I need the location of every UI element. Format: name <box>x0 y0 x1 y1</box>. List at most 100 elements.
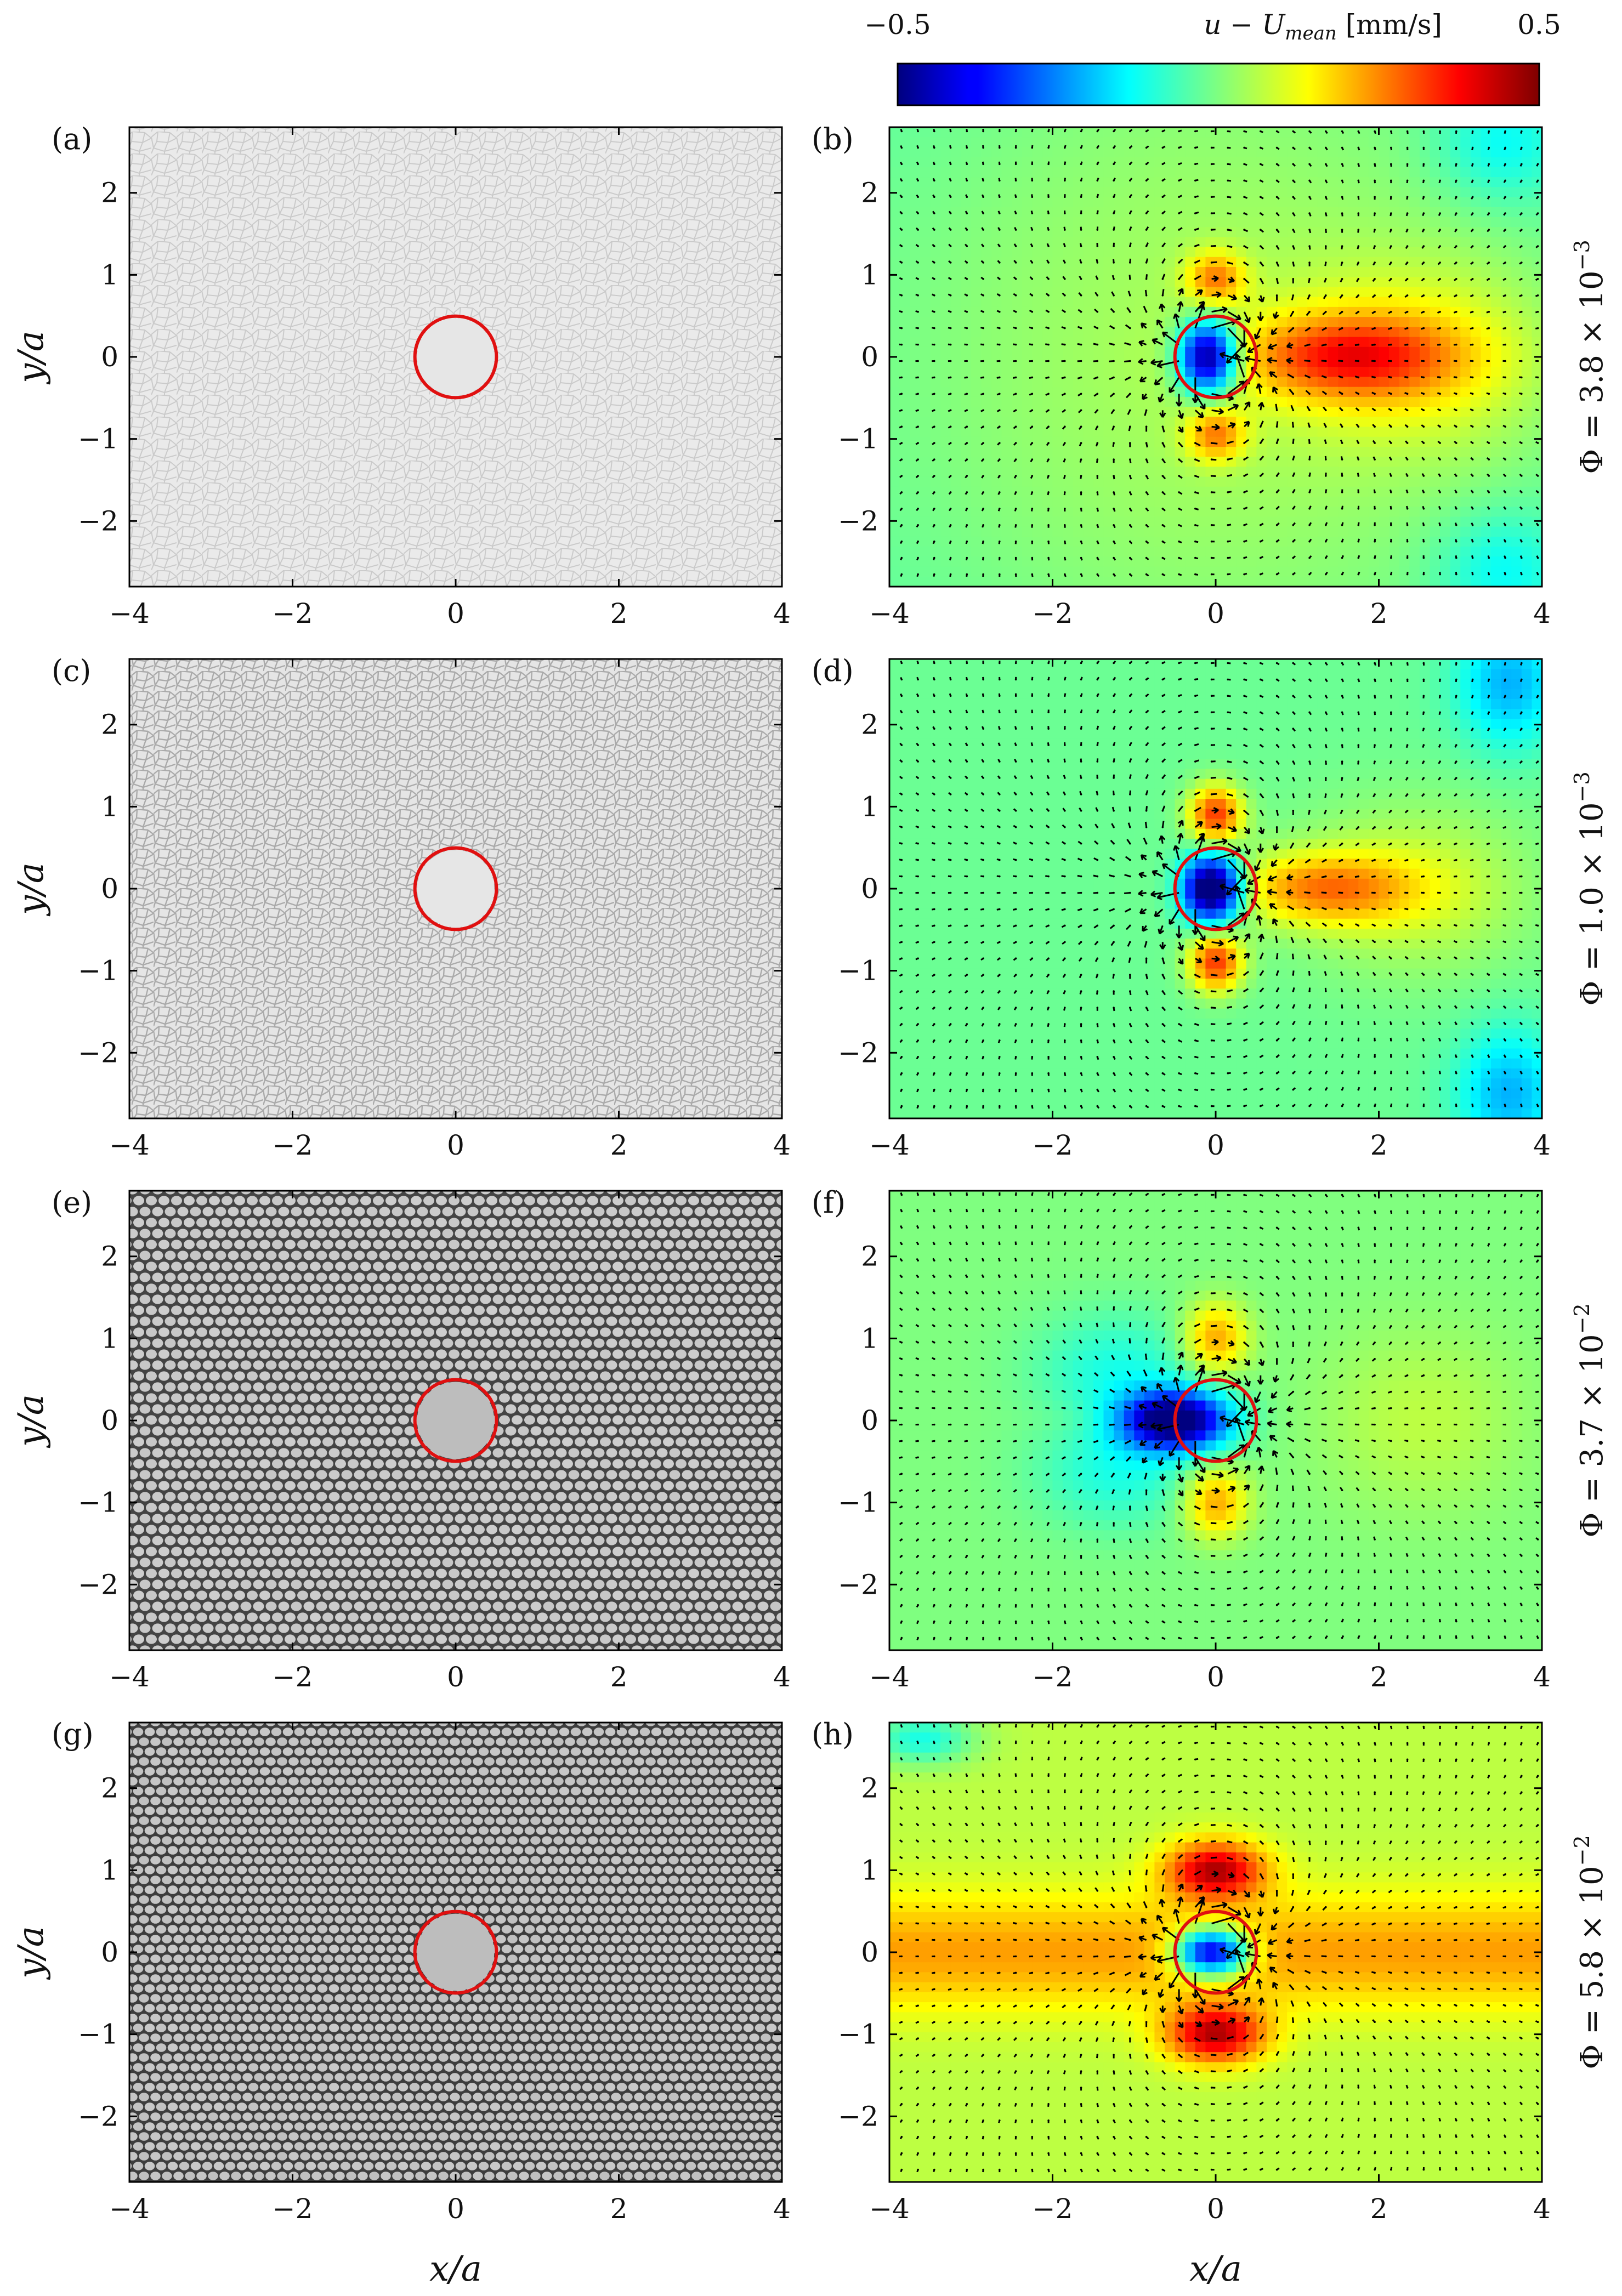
x-tick-label: −2 <box>273 598 313 629</box>
panel-label: (a) <box>52 122 92 156</box>
x-tick-label: −4 <box>109 1661 150 1693</box>
phi-label: Φ = 3.7 × 10−2 <box>1570 1303 1610 1537</box>
x-tick-label: 0 <box>1207 2193 1224 2225</box>
x-tick-label: −2 <box>273 2193 313 2225</box>
x-tick-label: 0 <box>447 598 464 629</box>
colorbar-min-label: −0.5 <box>864 9 931 41</box>
y-tick-label: 0 <box>101 1936 118 1968</box>
y-tick-label: 1 <box>861 1854 878 1886</box>
x-tick-label: −4 <box>869 598 910 629</box>
y-tick-label: 2 <box>861 1241 878 1272</box>
y-tick-label: −2 <box>78 2100 118 2132</box>
x-tick-label: −2 <box>1033 1129 1073 1161</box>
probe-circle <box>1173 1378 1258 1463</box>
x-tick-label: 2 <box>610 598 628 629</box>
x-tick-label: 0 <box>447 1129 464 1161</box>
phi-text: Φ = 3.7 × 10−2 <box>1570 1303 1610 1537</box>
y-tick-label: 1 <box>101 1322 118 1354</box>
x-tick-label: −2 <box>273 1129 313 1161</box>
phi-exponent: −3 <box>1570 771 1594 802</box>
phi-exponent: −2 <box>1570 1835 1594 1866</box>
y-tick-label: 2 <box>101 1772 118 1804</box>
x-tick-label: −2 <box>1033 1661 1073 1693</box>
x-tick-label: −2 <box>1033 598 1073 629</box>
x-tick-label: −4 <box>869 2193 910 2225</box>
x-tick-label: 0 <box>447 2193 464 2225</box>
x-tick-label: −4 <box>109 2193 150 2225</box>
probe-circle <box>413 314 498 400</box>
y-axis-label: y/a <box>11 1394 52 1448</box>
phi-label: Φ = 5.8 × 10−2 <box>1570 1835 1610 2069</box>
colorbar-title-unit: [mm/s] <box>1337 9 1442 41</box>
probe-circle <box>413 846 498 931</box>
colorbar-title-sub: mean <box>1285 22 1337 44</box>
phi-text: Φ = 1.0 × 10−3 <box>1570 771 1610 1005</box>
x-tick-label: 4 <box>1533 1661 1551 1693</box>
y-tick-label: 0 <box>861 1405 878 1436</box>
panel-label: (g) <box>52 1717 94 1752</box>
y-axis-label: y/a <box>11 331 52 385</box>
foam-image-panel-4: −4 −2 0 2 4 2 1 0 −1 −2 (g) y/a <box>11 1717 791 2225</box>
x-tick-label: 0 <box>1207 1129 1224 1161</box>
x-tick-label: 2 <box>1370 1129 1388 1161</box>
y-tick-label: 2 <box>101 709 118 741</box>
x-tick-label: 2 <box>1370 2193 1388 2225</box>
y-tick-label: 1 <box>861 1322 878 1354</box>
colorbar-gradient <box>897 62 1540 106</box>
probe-sphere <box>417 318 495 396</box>
y-tick-label: −2 <box>838 2100 878 2132</box>
y-tick-label: −2 <box>78 1568 118 1600</box>
y-tick-label: −1 <box>838 423 878 455</box>
phi-exponent: −3 <box>1570 240 1594 270</box>
y-tick-label: 2 <box>101 177 118 209</box>
panel-label: (e) <box>52 1185 92 1220</box>
x-tick-label: 2 <box>610 1129 628 1161</box>
velocity-arrows <box>899 1724 1539 2173</box>
y-tick-label: −1 <box>838 2019 878 2050</box>
x-tick-label: 4 <box>1533 1129 1551 1161</box>
y-tick-label: 2 <box>861 177 878 209</box>
foam-image-panel-2: −4 −2 0 2 4 2 1 0 −1 −2 (c) y/a <box>11 653 791 1161</box>
probe-sphere <box>417 1913 495 1991</box>
velocity-field-panel-4: −4 −2 0 2 4 2 1 0 −1 −2 (h) <box>812 1717 1551 2225</box>
y-tick-label: −1 <box>78 955 118 987</box>
phi-prefix: Φ = 5.8 × 10 <box>1574 1866 1610 2069</box>
x-tick-label: 0 <box>1207 1661 1224 1693</box>
x-tick-label: 2 <box>610 2193 628 2225</box>
probe-circle <box>1173 846 1258 931</box>
y-tick-label: −2 <box>838 1037 878 1069</box>
y-axis-label: y/a <box>11 1926 52 1980</box>
colorbar-title-main: u − U <box>1204 9 1286 41</box>
x-axis-label: x/a <box>1189 2249 1242 2289</box>
panel-label: (f) <box>812 1185 846 1220</box>
x-tick-label: −4 <box>869 1661 910 1693</box>
y-tick-label: 1 <box>861 791 878 822</box>
y-tick-label: −1 <box>838 1487 878 1519</box>
x-tick-label: 4 <box>773 1661 791 1693</box>
x-tick-label: 4 <box>1533 598 1551 629</box>
velocity-arrows <box>899 128 1539 577</box>
x-tick-label: −2 <box>1033 2193 1073 2225</box>
probe-circle <box>413 1378 498 1463</box>
y-tick-label: 2 <box>101 1241 118 1272</box>
probe-circle <box>413 1909 498 1995</box>
foam-image-panel-1: −4 −2 0 2 4 2 1 0 −1 −2 (a) y/a <box>11 122 791 629</box>
x-axis-label: x/a <box>429 2249 482 2289</box>
x-tick-label: 4 <box>773 598 791 629</box>
colorbar: −0.5 0.5 u − Umean [mm/s] <box>864 9 1561 106</box>
y-tick-label: 2 <box>861 709 878 741</box>
y-tick-label: 0 <box>861 1936 878 1968</box>
colorbar-title: u − Umean [mm/s] <box>1204 9 1442 44</box>
y-tick-label: −2 <box>838 1568 878 1600</box>
y-tick-label: −2 <box>838 505 878 537</box>
y-tick-label: 1 <box>101 791 118 822</box>
y-tick-label: −1 <box>78 1487 118 1519</box>
x-tick-label: 0 <box>1207 598 1224 629</box>
x-tick-label: −2 <box>273 1661 313 1693</box>
probe-sphere <box>417 850 495 928</box>
y-tick-label: 0 <box>101 1405 118 1436</box>
velocity-field-panel-1: −4 −2 0 2 4 2 1 0 −1 −2 (b) <box>812 122 1551 629</box>
velocity-field-panel-2: −4 −2 0 2 4 2 1 0 −1 −2 (d) <box>812 653 1551 1161</box>
x-tick-label: 0 <box>447 1661 464 1693</box>
